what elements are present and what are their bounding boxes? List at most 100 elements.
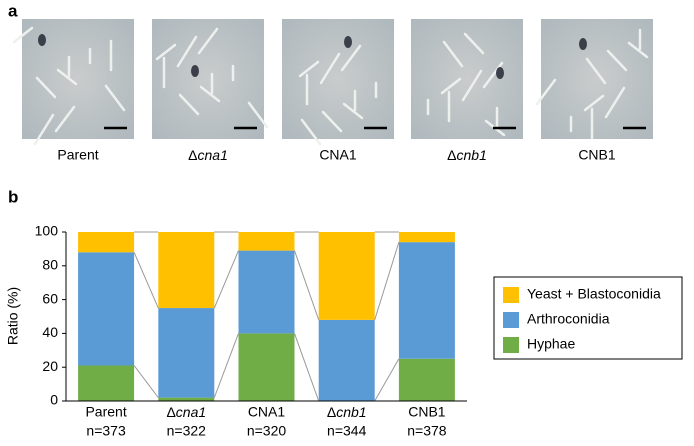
connector-line — [133, 252, 159, 309]
y-tick-label: 100 — [35, 223, 59, 239]
cell — [12, 26, 34, 44]
bar-segment — [78, 232, 135, 253]
delta: Δ — [327, 404, 336, 420]
gene-name: cnb1 — [457, 147, 487, 163]
delta: Δ — [188, 147, 197, 163]
gene-name: cna1 — [198, 147, 228, 163]
bar-segment — [238, 232, 295, 251]
cell — [176, 35, 198, 68]
bar-segment — [158, 397, 215, 401]
cell — [482, 61, 504, 89]
debris — [344, 36, 352, 48]
debris — [579, 38, 587, 50]
x-tick-note: n=378 — [407, 423, 447, 439]
debris — [496, 67, 504, 79]
cell — [298, 60, 320, 78]
micrograph-image — [541, 19, 653, 139]
cell — [104, 84, 126, 112]
x-tick-label: CNA1 — [248, 404, 286, 420]
debris — [38, 34, 46, 46]
cell — [319, 52, 341, 85]
bar-segment — [398, 358, 455, 401]
x-tick-note: n=320 — [247, 423, 287, 439]
micrograph — [535, 19, 653, 140]
cell — [440, 77, 462, 95]
bar-segment — [158, 308, 215, 398]
bar-segment — [238, 250, 295, 334]
legend-box — [493, 276, 683, 360]
debris — [191, 65, 199, 77]
image-label: Δcnb1 — [447, 147, 487, 163]
cell — [56, 68, 78, 86]
bar-segment — [78, 252, 135, 366]
x-tick-label: Δcna1 — [166, 404, 206, 420]
connector-line — [213, 333, 239, 398]
legend-label: Hyphae — [527, 336, 575, 352]
cell — [442, 40, 464, 68]
bar-segment — [238, 333, 295, 401]
cell — [35, 76, 57, 99]
image-label: Δcna1 — [188, 147, 228, 163]
panel-label: a — [8, 1, 18, 20]
x-tick-note: n=344 — [327, 423, 367, 439]
panel-label: b — [8, 187, 18, 206]
y-tick-label: 0 — [50, 392, 58, 408]
connector-line — [213, 250, 239, 309]
cell — [178, 93, 200, 116]
cell — [340, 44, 362, 72]
y-tick-label: 20 — [42, 358, 58, 374]
cell — [247, 101, 269, 129]
cell — [535, 78, 557, 106]
connector-line — [294, 250, 320, 321]
legend-swatch — [503, 337, 519, 353]
connector-line — [133, 365, 159, 398]
micrograph — [12, 19, 134, 146]
cell — [155, 43, 177, 61]
cell — [463, 32, 485, 55]
image-label: CNA1 — [319, 147, 357, 163]
micrograph — [152, 19, 269, 139]
cell — [300, 118, 322, 146]
cell — [33, 113, 55, 146]
micrograph-image — [152, 19, 264, 139]
legend-swatch — [503, 312, 519, 328]
delta: Δ — [166, 404, 175, 420]
cell — [583, 94, 605, 112]
cell — [199, 85, 221, 103]
bar-segment — [318, 319, 375, 401]
x-tick-label: Parent — [85, 404, 126, 420]
y-tick-label: 80 — [42, 257, 58, 273]
x-tick-label: Δcnb1 — [327, 404, 367, 420]
cell — [585, 57, 607, 85]
x-tick-note: n=322 — [167, 423, 207, 439]
bar-segment — [398, 232, 455, 243]
legend-label: Yeast + Blastoconidia — [527, 286, 661, 302]
cell — [461, 69, 483, 102]
x-tick-note: n=373 — [86, 423, 126, 439]
cell — [606, 49, 628, 72]
micrograph — [282, 19, 394, 146]
delta: Δ — [447, 147, 456, 163]
legend-label: Arthroconidia — [527, 311, 610, 327]
y-tick-label: 60 — [42, 290, 58, 306]
connector-line — [374, 358, 400, 402]
micrograph-image — [411, 19, 523, 139]
x-tick-label: CNB1 — [408, 404, 446, 420]
bar-segment — [158, 232, 215, 309]
micrograph — [411, 19, 523, 139]
image-label: Parent — [57, 147, 98, 163]
bar-segment — [78, 365, 135, 401]
cell — [627, 41, 649, 59]
connector-line — [294, 333, 320, 402]
bar-segment — [318, 232, 375, 320]
gene-name: cna1 — [176, 404, 206, 420]
cell — [54, 105, 76, 133]
micrograph-image — [282, 19, 394, 139]
cell — [197, 27, 219, 55]
connector-line — [374, 241, 400, 321]
cell — [604, 86, 626, 119]
legend-swatch — [503, 287, 519, 303]
y-axis-label: Ratio (%) — [5, 287, 21, 345]
gene-name: cnb1 — [336, 404, 366, 420]
